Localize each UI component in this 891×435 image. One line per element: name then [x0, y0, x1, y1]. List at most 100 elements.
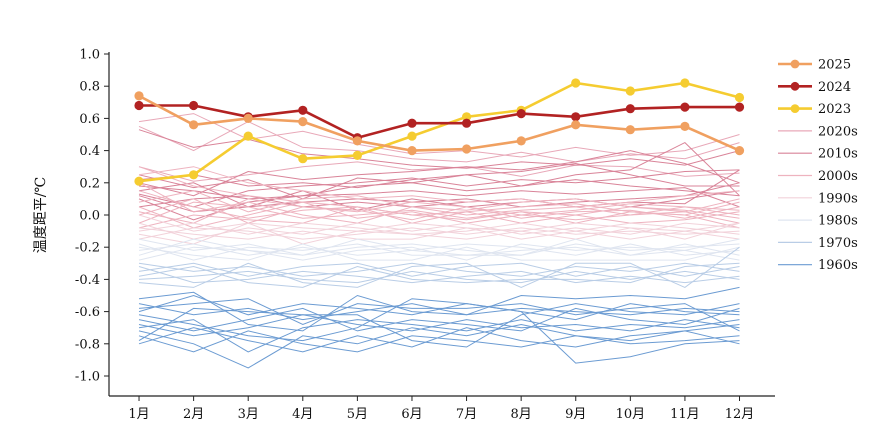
- decade-line-1990s-4: [138, 227, 740, 240]
- series-point-2023-7月: [462, 112, 472, 122]
- series-point-2025-9月: [571, 120, 581, 130]
- decade-line-1960s-7: [138, 323, 740, 369]
- legend-label-2024: 2024: [818, 80, 851, 95]
- series-point-2025-7月: [462, 144, 472, 154]
- series-point-2025-3月: [243, 113, 253, 123]
- decade-line-1980s-5: [138, 238, 740, 256]
- legend-label-2000s: 2000s: [818, 169, 858, 184]
- legend-label-2023: 2023: [818, 102, 851, 117]
- x-tick-label: 10月: [616, 407, 646, 422]
- y-tick-label: 0.6: [79, 112, 100, 127]
- decade-line-2010s-6: [138, 185, 740, 208]
- series-point-2023-5月: [352, 150, 362, 160]
- decade-line-1960s-3: [138, 294, 740, 321]
- decade-line-1960s-5: [138, 327, 740, 353]
- decade-line-1990s-2: [138, 222, 740, 240]
- series-point-2025-2月: [189, 120, 199, 130]
- series-point-2024-8月: [516, 109, 526, 119]
- series-point-2025-10月: [625, 125, 635, 135]
- legend-marker-2023: [790, 104, 800, 113]
- legend-label-1970s: 1970s: [818, 236, 858, 251]
- legend-label-2025: 2025: [818, 58, 851, 73]
- decade-line-1980s-4: [138, 243, 740, 261]
- decade-lines-group: [138, 113, 740, 369]
- decade-line-1980s-2: [138, 243, 740, 261]
- y-tick-label: 0.8: [79, 80, 100, 95]
- legend: 2025 2024 2023 2020s 2010s 2000s 1990s 1980s 197…: [778, 58, 858, 273]
- decade-line-1970s-5: [138, 246, 740, 288]
- legend-label-2010s: 2010s: [818, 147, 858, 162]
- series-point-2025-6月: [407, 146, 417, 156]
- decade-line-2000s-0: [138, 166, 740, 208]
- x-tick-label: 8月: [511, 407, 532, 422]
- series-point-2024-9月: [571, 112, 581, 122]
- decade-line-1990s-0: [138, 214, 740, 232]
- x-tick-label: 2月: [183, 407, 204, 422]
- x-tick-label: 6月: [401, 407, 422, 422]
- series-point-2025-8月: [516, 136, 526, 146]
- legend-label-2020s: 2020s: [818, 124, 858, 139]
- decade-line-1970s-1: [138, 262, 740, 277]
- decade-line-2020s-1: [138, 121, 740, 163]
- x-tick-label: 11月: [670, 407, 700, 422]
- series-point-2023-10月: [625, 86, 635, 96]
- series-point-2024-7月: [462, 118, 472, 128]
- decade-line-1960s-4: [138, 319, 740, 353]
- series-point-2025-11月: [680, 121, 690, 131]
- y-tick-label: -1.0: [75, 370, 100, 385]
- decade-line-1960s-8: [138, 298, 740, 332]
- decade-line-2000s-2: [138, 198, 740, 224]
- decade-line-1990s-3: [138, 227, 740, 240]
- y-tick-label: 0.0: [79, 209, 100, 224]
- y-tick-label: -0.6: [75, 305, 100, 320]
- decade-line-2010s-9: [138, 190, 740, 213]
- series-point-2023-1月: [134, 176, 144, 186]
- series-point-2024-4月: [298, 105, 308, 115]
- decade-line-1960s-9: [138, 303, 740, 348]
- series-point-2024-10月: [625, 104, 635, 114]
- series-point-2023-2月: [189, 170, 199, 180]
- legend-label-1960s: 1960s: [818, 258, 858, 273]
- decade-line-2010s-5: [138, 141, 740, 197]
- y-axis-title: 温度距平/℃: [33, 177, 49, 253]
- decade-line-2000s-9: [138, 166, 740, 229]
- legend-label-1980s: 1980s: [818, 214, 858, 229]
- series-point-2024-12月: [734, 102, 745, 112]
- decade-line-1990s-5: [138, 222, 740, 245]
- x-tick-label: 12月: [725, 407, 755, 422]
- decade-line-1980s-1: [138, 243, 740, 256]
- x-tick-label: 3月: [238, 407, 259, 422]
- series-point-2023-9月: [571, 78, 581, 88]
- decade-line-1970s-2: [138, 270, 740, 284]
- legend-marker-2024: [790, 81, 800, 91]
- decade-line-2010s-1: [138, 150, 740, 197]
- series-point-2023-11月: [680, 78, 690, 88]
- x-tick-label: 5月: [347, 407, 368, 422]
- series-point-2023-12月: [734, 92, 745, 103]
- decade-line-1960s-1: [138, 314, 740, 337]
- legend-label-1990s: 1990s: [818, 191, 858, 206]
- decade-line-2010s-3: [138, 169, 740, 208]
- series-point-2025-12月: [734, 146, 745, 156]
- decade-line-1960s-6: [138, 307, 740, 332]
- series-point-2023-4月: [298, 154, 308, 164]
- decade-line-2000s-5: [138, 182, 740, 224]
- series-point-2024-1月: [134, 100, 144, 111]
- decade-line-2010s-4: [138, 179, 740, 221]
- series-point-2024-6月: [407, 118, 417, 128]
- decade-line-2010s-0: [138, 129, 740, 169]
- y-tick-label: 0.2: [79, 176, 100, 191]
- x-tick-label: 7月: [456, 407, 477, 422]
- decade-line-1960s-10: [138, 286, 740, 332]
- legend-marker-2025: [790, 59, 800, 69]
- y-tick-label: -0.2: [75, 241, 100, 256]
- series-point-2025-5月: [352, 136, 362, 146]
- series-point-2025-1月: [134, 91, 144, 101]
- y-tick-label: -0.4: [75, 273, 100, 288]
- series-line-2024: [139, 104, 740, 139]
- series-point-2024-11月: [680, 102, 690, 112]
- series-point-2023-3月: [243, 131, 253, 141]
- series-point-2025-4月: [298, 117, 308, 127]
- series-point-2024-2月: [189, 100, 199, 111]
